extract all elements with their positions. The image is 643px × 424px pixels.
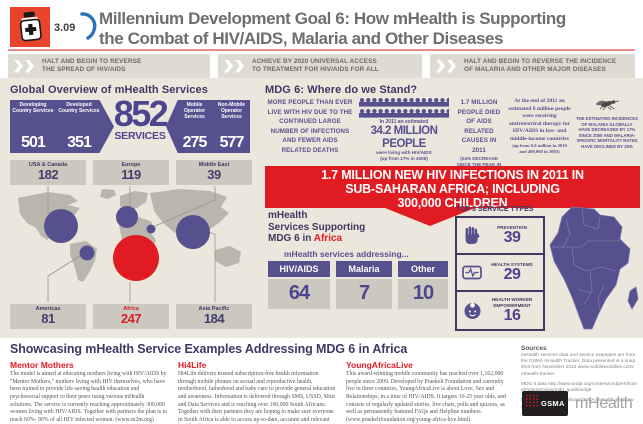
region-asia-pacific: Asia Pacific 184 [176,304,252,329]
stat-deaths: 1.7 MILLION PEOPLE DIED OF AIDS RELATED … [456,99,502,173]
main-content: Global Overview of mHealth Services Deve… [0,78,643,338]
goal-3-line1: HALT AND BEGIN TO REVERSE THE INCIDENCE [464,58,617,65]
page-title: Millennium Development Goal 6: How mHeal… [99,9,566,49]
chevron-right-icon [436,59,445,73]
madagascar-shape [627,286,639,310]
people-pictogram-icon [359,98,449,107]
greenland-shape [100,189,116,199]
people-pictogram-icon [359,108,449,118]
region-africa: Africa 247 [93,304,169,329]
goal-3-line2: OF MALARIA AND OTHER MAJOR DISEASES [464,66,606,73]
top3-service-types: PREVENTION 39 HEALTH SYSTEMS 29 [455,216,545,331]
banner-line1: 1.7 MILLION NEW HIV INFECTIONS IN 2011 I… [321,168,584,182]
bubble-africa [113,235,159,281]
region-europe: Europe 119 [93,160,169,185]
developed-country-stat: Developed Country Services 351 [58,102,100,151]
stat-34-million: In 2011 an estimated 34.2 MILLION PEOPLE… [357,98,451,162]
case-youngafricalive: YoungAfricaLive This award-winning mobil… [346,360,506,423]
gsma-mhealth-logo: GSMA mHealth [522,391,633,416]
gsma-dot-grid-icon [525,394,539,407]
mdg6-title: MDG 6: Where do we Stand? [265,84,418,96]
services-ribbon-left: Developing Country Services 501 Develope… [10,100,114,153]
africa-map [542,204,642,341]
page-title-line2: the Combat of HIV/AIDS, Malaria and Othe… [99,28,504,48]
addressing-malaria: Malaria 7 [336,261,392,309]
goal-2-line1: ACHIEVE BY 2020 UNIVERSAL ACCESS [252,58,377,65]
medicine-bottle-icon [10,7,50,47]
region-middle-east: Middle East 39 [176,160,252,185]
banner-line3: 300,000 CHILDREN [397,195,508,210]
addressing-label: mHealth services addressing... [284,249,409,259]
goal-number: 3.09 [54,22,76,34]
services-ribbon-right: Mobile Operator Services 275 Non-Mobile … [166,100,250,153]
bubble-europe [116,206,138,228]
addressing-hivaids: HIV/AIDS 64 [268,261,330,309]
asia-shape [150,189,229,237]
stat-art-therapy: At the end of 2011 an estimated 8 millio… [508,98,571,155]
case-hi4life: Hi4Life Hi4Life delivers trusted subscri… [178,360,336,423]
africa-highlight: Africa [313,233,343,244]
source-paragraph: mHealth services data and service exampl… [521,353,636,377]
case-mentor-mothers: Mentor Mothers The model is aimed at edu… [10,360,168,423]
mdg-goal-3: HALT AND BEGIN TO REVERSE THE INCIDENCE … [430,54,635,78]
mdg-goal-1: HALT AND BEGIN TO REVERSE THE SPREAD OF … [8,54,210,78]
region-usa-canada: USA & Canada 182 [10,160,86,185]
mobile-operator-stat: Mobile Operator Services 275 [182,102,208,151]
top3-health-systems: HEALTH SYSTEMS 29 [457,255,543,292]
mosquito-icon [596,100,620,111]
goal-2-line2: TO TREATMENT FOR HIV/AIDS FOR ALL [252,66,379,73]
goal-number-gauge: 3.09 [52,9,98,47]
page-title-line1: Millennium Development Goal 6: How mHeal… [99,9,566,28]
chevron-right-icon [447,59,456,73]
gsma-logo-icon: GSMA [522,391,568,416]
hand-icon [460,226,484,245]
region-americas: Americas 81 [10,304,86,329]
goal-1-line1: HALT AND BEGIN TO REVERSE [42,58,142,65]
bubble-asia-pacific [176,215,210,249]
total-services-stat: 852 SERVICES [113,93,169,143]
global-overview-title: Global Overview of mHealth Services [10,84,208,96]
africa-section-title: mHealth Services Supporting MDG 6 in Afr… [268,210,366,244]
chevron-right-icon [14,59,23,73]
banner-line2: SUB-SAHARAN AFRICA; INCLUDING [345,181,560,196]
health-worker-icon [460,301,484,320]
header-divider [8,49,635,51]
gauge-arc-icon [80,12,97,40]
bubble-americas [79,245,95,261]
africa-continent-shape [549,206,631,330]
mhealth-wordmark: mHealth [575,394,633,412]
addressing-other: Other 10 [398,261,448,309]
top3-prevention: PREVENTION 39 [457,218,543,255]
bubble-middle-east [146,224,156,234]
top3-title: TOP 3 SERVICE TYPES [456,206,534,213]
top3-health-worker: HEALTH WORKER EMPOWERMENT 16 [457,292,543,329]
chevron-right-icon [224,59,233,73]
stat-malaria: THE ESTIMATED INCIDENCES OF MALARIA GLOB… [576,98,638,149]
source-paragraph: MDG 6 data http://www.undp.org/content/u… [521,381,637,394]
bubble-usa-canada [44,209,78,243]
world-map [10,186,250,302]
chevron-right-icon [235,59,244,73]
goal-1-line2: THE SPREAD OF HIV/AIDS [42,66,126,73]
non-mobile-operator-stat: Non-Mobile Operator Services 577 [217,102,246,151]
stat-more-people: MORE PEOPLE THAN EVER LIVE WITH HIV DUE … [267,99,353,155]
monitor-pulse-icon [460,265,484,281]
mdg-goal-2: ACHIEVE BY 2020 UNIVERSAL ACCESS TO TREA… [218,54,422,78]
developing-country-stat: Developing Country Services 501 [12,102,54,151]
australia-shape [215,246,241,267]
chevron-right-icon [25,59,34,73]
showcase-title: Showcasing mHealth Service Examples Addr… [10,342,408,356]
